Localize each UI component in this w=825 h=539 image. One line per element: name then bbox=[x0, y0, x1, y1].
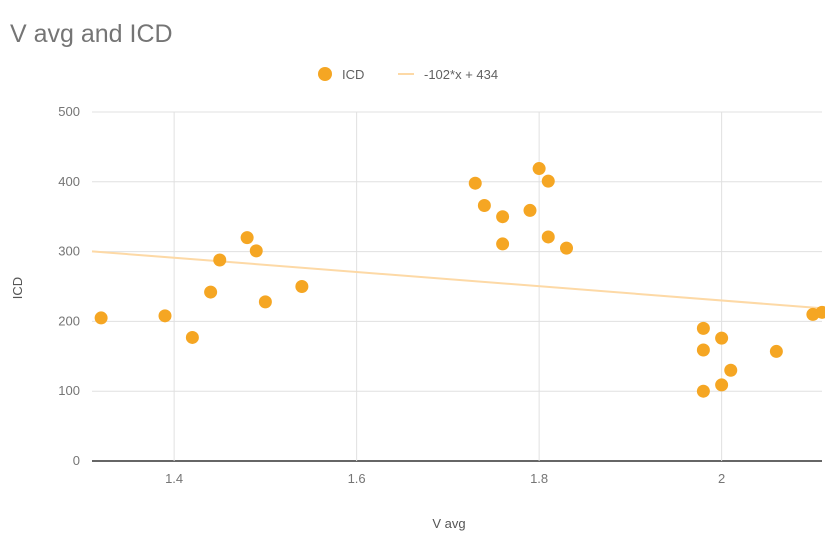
x-axis-label: V avg bbox=[432, 516, 465, 531]
data-point bbox=[715, 378, 728, 391]
data-point bbox=[204, 286, 217, 299]
data-point bbox=[213, 253, 226, 266]
x-tick-label: 1.8 bbox=[530, 471, 548, 486]
legend-label-trendline: -102*x + 434 bbox=[424, 67, 498, 82]
x-tick-label: 1.6 bbox=[348, 471, 366, 486]
trendline bbox=[92, 251, 822, 308]
data-point bbox=[697, 322, 710, 335]
data-point bbox=[259, 295, 272, 308]
legend-label-icd: ICD bbox=[342, 67, 364, 82]
data-point bbox=[159, 309, 172, 322]
y-tick-label: 400 bbox=[58, 174, 80, 189]
y-tick-label: 200 bbox=[58, 313, 80, 328]
x-tick-label: 2 bbox=[718, 471, 725, 486]
y-tick-label: 0 bbox=[73, 453, 80, 468]
chart-title: V avg and ICD bbox=[10, 20, 173, 48]
y-tick-label: 500 bbox=[58, 104, 80, 119]
x-tick-label: 1.4 bbox=[165, 471, 183, 486]
data-point bbox=[250, 244, 263, 257]
data-point bbox=[542, 230, 555, 243]
data-point bbox=[496, 237, 509, 250]
y-tick-label: 300 bbox=[58, 244, 80, 259]
legend: ICD -102*x + 434 bbox=[318, 67, 498, 82]
data-point bbox=[469, 177, 482, 190]
data-point bbox=[560, 242, 573, 255]
gridlines bbox=[92, 112, 822, 461]
data-point bbox=[95, 311, 108, 324]
legend-marker-icd bbox=[318, 67, 332, 81]
data-point bbox=[295, 280, 308, 293]
data-point bbox=[715, 332, 728, 345]
data-point bbox=[241, 231, 254, 244]
data-point bbox=[496, 210, 509, 223]
data-point bbox=[478, 199, 491, 212]
data-point bbox=[724, 364, 737, 377]
y-axis-label: ICD bbox=[10, 277, 25, 299]
data-point bbox=[770, 345, 783, 358]
data-point bbox=[186, 331, 199, 344]
y-tick-label: 100 bbox=[58, 383, 80, 398]
data-point bbox=[533, 162, 546, 175]
data-point bbox=[697, 385, 710, 398]
trendline-layer bbox=[92, 251, 822, 308]
data-point bbox=[697, 344, 710, 357]
data-point bbox=[524, 204, 537, 217]
data-point bbox=[542, 175, 555, 188]
tick-labels: 0 100 200 300 400 500 1.4 1.6 1.8 2 bbox=[58, 104, 725, 486]
